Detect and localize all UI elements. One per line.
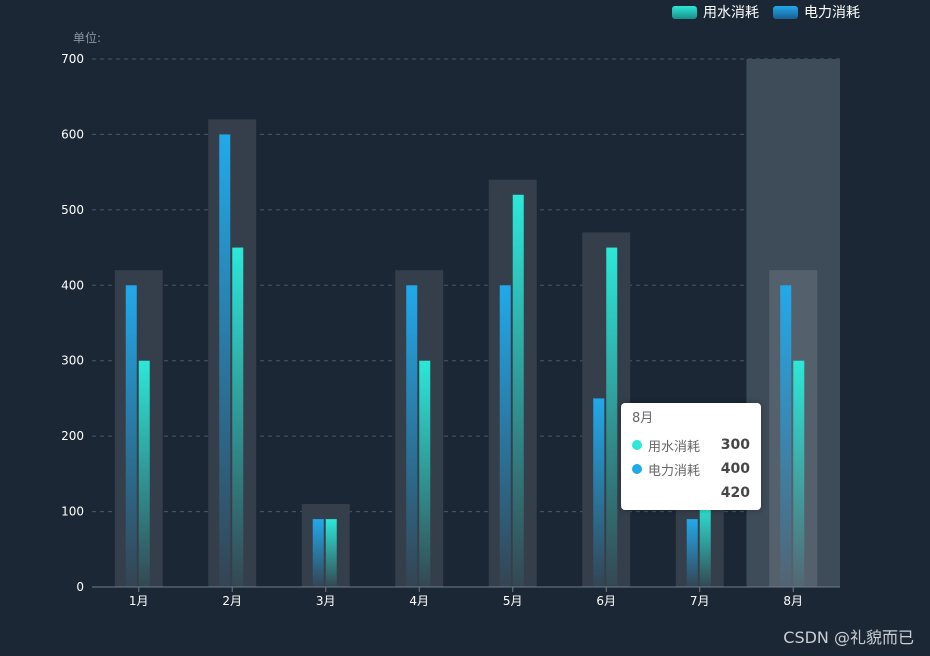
x-tick-label: 6月 [596,594,616,608]
y-tick-label: 600 [61,127,84,141]
legend-swatch-power [773,5,798,19]
legend-label-water: 用水消耗 [703,5,759,21]
tooltip-value-power: 400 [720,461,750,477]
tooltip-row-power: 电力消耗 400 [632,457,750,481]
bar-water[interactable] [606,247,618,588]
bar-power[interactable] [312,519,324,587]
tooltip-dot-power [632,464,642,474]
x-tick-label: 4月 [409,594,429,608]
tooltip-title: 8月 [632,411,654,426]
bar-power[interactable] [686,519,698,587]
tooltip-dot-background [632,488,642,498]
y-tick-label: 700 [61,52,84,66]
tooltip-name-power: 电力消耗 [648,463,701,479]
y-tick-label: 400 [61,278,84,292]
y-tick-label: 200 [61,429,84,443]
tooltip-row-water: 用水消耗 300 [632,433,750,457]
bar-power[interactable] [593,398,605,587]
bar-water[interactable] [232,247,244,588]
legend: 用水消耗 电力消耗 [672,2,860,22]
x-tick-label: 8月 [783,594,803,608]
x-tick-label: 5月 [503,594,523,608]
y-tick-label: 500 [61,203,84,217]
bar-water[interactable] [325,519,337,587]
y-tick-label: 300 [61,354,84,368]
x-tick-label: 1月 [129,594,149,608]
legend-label-power: 电力消耗 [804,5,860,21]
bar-power[interactable] [406,285,418,587]
x-tick-label: 7月 [690,594,710,608]
tooltip-value-water: 300 [720,437,750,453]
bar-power[interactable] [499,285,511,587]
bar-water[interactable] [138,360,150,587]
bar-water[interactable] [419,360,431,587]
bar-power[interactable] [125,285,137,587]
bar-power[interactable] [780,285,792,587]
y-tick-label: 0 [76,580,84,594]
tooltip: 8月 用水消耗 300 电力消耗 400 420 [621,403,761,510]
bar-water[interactable] [793,360,805,587]
legend-swatch-water [672,5,697,19]
legend-item-power[interactable]: 电力消耗 [773,2,860,22]
tooltip-value-background: 420 [720,485,750,501]
bar-water[interactable] [512,194,524,587]
tooltip-name-water: 用水消耗 [648,439,701,455]
x-tick-label: 2月 [222,594,242,608]
y-tick-label: 100 [61,505,84,519]
tooltip-dot-water [632,440,642,450]
x-tick-label: 3月 [316,594,336,608]
tooltip-row-background: 420 [632,481,750,505]
bar-power[interactable] [219,134,231,587]
y-axis-unit-label: 单位: [73,31,102,45]
bar-water[interactable] [699,504,711,587]
watermark: CSDN @礼貌而已 [783,628,914,647]
legend-item-water[interactable]: 用水消耗 [672,2,759,22]
